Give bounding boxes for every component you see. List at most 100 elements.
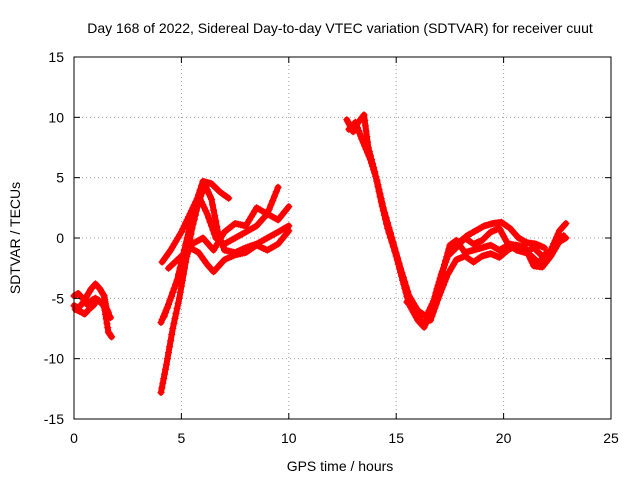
point-marker [177,264,185,272]
point-marker [107,314,114,322]
x-tick-label: 10 [281,430,297,446]
point-marker [434,296,442,304]
point-marker [174,299,182,307]
point-marker [210,230,218,238]
point-marker [180,222,188,230]
point-marker [175,272,182,280]
point-marker [359,139,367,146]
point-marker [182,219,190,227]
point-marker [199,201,207,209]
point-marker [225,194,233,202]
point-marker [399,273,407,281]
point-marker [440,264,447,272]
point-marker [183,216,191,224]
point-marker [169,288,177,296]
point-marker [179,225,187,233]
point-marker [272,188,280,196]
point-marker [173,276,181,284]
point-marker [180,257,188,265]
point-marker [523,247,530,255]
point-marker [285,227,293,235]
point-marker [521,244,529,252]
series-arc-3a [343,111,568,331]
point-marker [397,264,404,272]
point-marker [365,152,373,160]
point-marker [202,207,210,215]
point-marker [429,308,437,316]
point-marker [196,195,204,203]
point-marker [562,234,570,242]
point-marker [165,349,172,357]
point-marker [436,274,444,282]
point-marker [562,220,570,227]
point-marker [285,203,293,211]
point-marker [170,320,178,327]
point-marker [186,210,194,218]
point-marker [362,145,370,153]
point-marker [358,135,366,143]
point-marker [363,133,371,141]
point-marker [274,183,282,191]
point-marker [392,249,400,257]
point-marker [553,233,561,241]
point-marker [108,333,116,341]
point-marker [388,234,396,242]
point-marker [197,198,205,206]
point-marker [173,304,181,312]
point-marker [361,142,369,150]
series-line [345,119,569,320]
point-marker [401,278,409,286]
point-marker [435,292,443,300]
point-marker [172,280,180,288]
chart-title: Day 168 of 2022, Sidereal Day-to-day VTE… [87,20,593,36]
point-marker [368,159,375,167]
point-marker [442,274,450,282]
point-marker [158,384,166,392]
y-axis-label: SDTVAR / TECUs [7,182,23,294]
point-marker [103,319,111,327]
point-marker [200,204,208,212]
point-marker [364,149,372,157]
point-marker [377,195,385,203]
point-marker [185,228,193,236]
point-marker [441,277,449,285]
point-marker [197,182,205,190]
point-marker [210,206,218,214]
y-tick-label: 10 [48,109,64,125]
point-marker [163,304,171,312]
point-marker [167,292,175,300]
series-arc-3d [446,218,548,254]
point-marker [524,250,532,258]
point-marker [540,244,548,252]
point-marker [162,365,169,373]
x-tick-label: 20 [496,430,512,446]
point-marker [163,355,171,363]
point-marker [438,285,446,293]
point-marker [385,224,393,232]
y-tick-label: 15 [48,49,64,65]
point-marker [527,256,535,264]
point-marker [172,309,180,317]
point-marker [166,343,174,351]
point-marker [206,218,214,226]
point-marker [431,304,439,312]
point-marker [179,261,187,269]
point-marker [208,195,215,203]
point-marker [171,314,179,322]
point-marker [99,291,107,299]
point-marker [362,127,370,135]
point-marker [382,214,390,222]
point-marker [209,226,217,234]
point-marker [205,214,213,222]
point-marker [187,207,195,215]
point-marker [361,116,369,124]
point-marker [404,287,412,295]
point-marker [168,331,176,338]
point-marker [196,186,204,194]
point-marker [437,288,445,296]
x-tick-label: 15 [388,430,404,446]
point-marker [166,296,174,304]
point-marker [395,259,403,267]
point-marker [267,201,275,209]
